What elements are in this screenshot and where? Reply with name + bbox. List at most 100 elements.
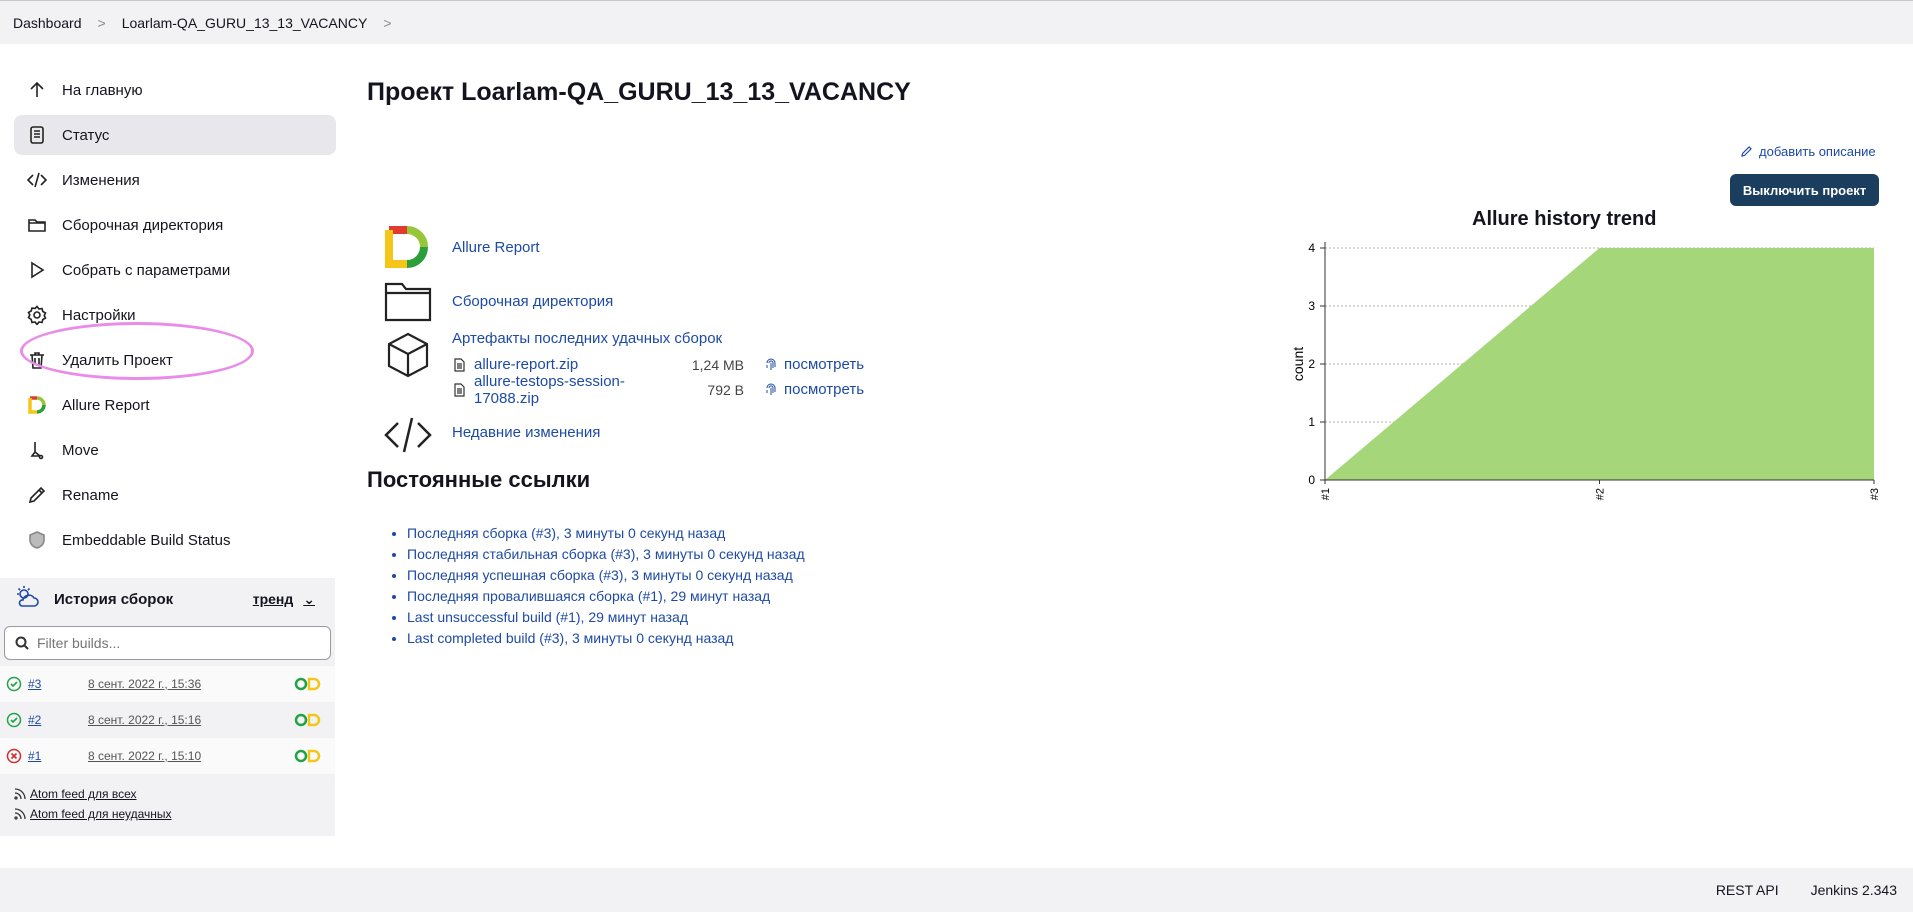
build-date-link[interactable]: 8 сент. 2022 г., 15:16 (88, 713, 202, 727)
build-number-link[interactable]: #1 (28, 749, 42, 763)
breadcrumb-project[interactable]: Loarlam-QA_GURU_13_13_VACANCY (121, 14, 368, 31)
pencil-icon (1741, 146, 1752, 157)
gear-icon (26, 304, 48, 326)
sidebar-item-label: Собрать с параметрами (62, 261, 231, 279)
add-description-link[interactable]: добавить описание (1740, 144, 1876, 159)
x-tick-label: #1 (1320, 488, 1332, 500)
move-icon (26, 439, 48, 461)
sidebar-item-move[interactable]: Move (14, 430, 336, 470)
sidebar-item-label: Статус (62, 126, 110, 144)
build-date-link[interactable]: 8 сент. 2022 г., 15:10 (88, 749, 202, 763)
sidebar-item-home[interactable]: На главную (14, 70, 336, 110)
atom-feeds: Atom feed для всех Atom feed для неудачн… (0, 784, 335, 824)
artifact-item: allure-report.zip 1,24 MB посмотреть (452, 352, 864, 377)
changes-link-row: Недавние изменения (383, 410, 864, 464)
artifact-size: 792 B (707, 381, 744, 398)
sidebar-item-changes[interactable]: Изменения (14, 160, 336, 200)
allure-link-row: Allure Report (383, 222, 864, 276)
fingerprint-icon[interactable] (764, 383, 778, 397)
success-icon (6, 676, 22, 692)
sidebar-item-label: На главную (62, 81, 143, 99)
arrow-up-icon (26, 79, 48, 101)
sidebar-item-allure-report[interactable]: Allure Report (14, 385, 336, 425)
document-icon (26, 124, 48, 146)
permalink[interactable]: Последняя успешная сборка (#3), 3 минуты… (407, 567, 793, 583)
sidebar-item-label: Move (62, 441, 99, 459)
build-history-title: История сборок (54, 590, 174, 608)
workspace-link-row: Сборочная директория (383, 276, 864, 330)
artifact-file-link[interactable]: allure-testops-session-17088.zip (474, 372, 625, 407)
sidebar-item-embeddable-build-status[interactable]: Embeddable Build Status (14, 520, 336, 560)
permalinks-title: Постоянные ссылки (367, 467, 591, 492)
fingerprint-icon[interactable] (764, 358, 778, 372)
sidebar-item-label: Удалить Проект (62, 351, 173, 369)
y-tick-label: 2 (1308, 357, 1315, 371)
sidebar-item-build-with-params[interactable]: Собрать с параметрами (14, 250, 336, 290)
artifact-view-link[interactable]: посмотреть (784, 356, 865, 373)
y-axis-label: count (1290, 347, 1306, 381)
sidebar-item-workspace[interactable]: Сборочная директория (14, 205, 336, 245)
folder-icon (384, 282, 432, 322)
artifact-view-link[interactable]: посмотреть (784, 381, 865, 398)
breadcrumb-dashboard[interactable]: Dashboard (13, 14, 82, 31)
chevron-right-icon[interactable]: > (383, 14, 392, 31)
list-item: Last unsuccessful build (#1), 29 минут н… (407, 609, 805, 630)
permalink[interactable]: Последняя сборка (#3), 3 минуты 0 секунд… (407, 525, 726, 541)
disable-project-button[interactable]: Выключить проект (1730, 174, 1879, 206)
rss-icon (14, 808, 26, 820)
artifact-file-link[interactable]: allure-report.zip (474, 356, 579, 373)
permalinks-list: Последняя сборка (#3), 3 минуты 0 секунд… (407, 525, 805, 651)
permalink[interactable]: Last completed build (#3), 3 минуты 0 се… (407, 630, 734, 646)
failed-icon (6, 748, 22, 764)
rest-api-link[interactable]: REST API (1715, 882, 1779, 898)
allure-icon (26, 394, 48, 416)
play-icon (26, 259, 48, 281)
artifact-size: 1,24 MB (691, 356, 744, 373)
list-item: Последняя успешная сборка (#3), 3 минуты… (407, 567, 805, 588)
sidebar-item-settings[interactable]: Настройки (14, 295, 336, 335)
search-icon (15, 636, 29, 650)
code-icon (384, 417, 432, 453)
artifacts-title-link[interactable]: Артефакты последних удачных сборок (452, 330, 723, 347)
add-description-label: добавить описание (1759, 144, 1876, 159)
package-icon (387, 332, 429, 378)
sidebar-item-rename[interactable]: Rename (14, 475, 336, 515)
allure-trend-chart[interactable]: 0 1 2 3 4 #1 #2 #3 count (1280, 205, 1880, 525)
sidebar-item-label: Rename (62, 486, 119, 504)
sidebar-item-status[interactable]: Статус (14, 115, 336, 155)
allure-icon[interactable] (293, 749, 323, 763)
permalink[interactable]: Последняя стабильная сборка (#3), 3 мину… (407, 546, 805, 562)
x-tick-label: #3 (1869, 488, 1880, 500)
project-links: Allure Report Сборочная директория Артеф… (383, 222, 864, 464)
filter-builds-input[interactable] (37, 635, 317, 651)
permalink[interactable]: Last unsuccessful build (#1), 29 минут н… (407, 609, 688, 625)
page-title: Проект Loarlam-QA_GURU_13_13_VACANCY (367, 78, 911, 106)
atom-feed-failed-link[interactable]: Atom feed для неудачных (30, 807, 172, 821)
trend-dropdown[interactable]: тренд ⌄ (253, 591, 315, 608)
sidebar-item-delete-project[interactable]: Удалить Проект (14, 340, 336, 380)
filter-builds-field[interactable] (4, 626, 331, 660)
weather-icon (14, 584, 40, 614)
recent-changes-link[interactable]: Недавние изменения (452, 424, 601, 441)
rss-icon (14, 788, 26, 800)
atom-feed-all-link[interactable]: Atom feed для всех (30, 787, 137, 801)
permalink[interactable]: Последняя провалившаяся сборка (#1), 29 … (407, 588, 771, 604)
series-area (1325, 248, 1874, 480)
file-icon (454, 382, 465, 397)
y-tick-label: 1 (1308, 415, 1315, 429)
allure-icon[interactable] (293, 713, 323, 727)
allure-icon[interactable] (293, 677, 323, 691)
allure-report-link[interactable]: Allure Report (452, 239, 540, 256)
trash-icon (26, 349, 48, 371)
chart-title: Allure history trend (1472, 208, 1657, 230)
build-date-link[interactable]: 8 сент. 2022 г., 15:36 (88, 677, 202, 691)
build-row: #2 8 сент. 2022 г., 15:16 (0, 702, 335, 738)
footer: REST API Jenkins 2.343 (0, 868, 1913, 912)
folder-icon (26, 214, 48, 236)
build-number-link[interactable]: #2 (28, 713, 42, 727)
workspace-link[interactable]: Сборочная директория (452, 293, 614, 310)
jenkins-version[interactable]: Jenkins 2.343 (1810, 882, 1897, 898)
chevron-right-icon: > (97, 14, 106, 31)
build-number-link[interactable]: #3 (28, 677, 42, 691)
sidebar-item-label: Изменения (62, 171, 140, 189)
